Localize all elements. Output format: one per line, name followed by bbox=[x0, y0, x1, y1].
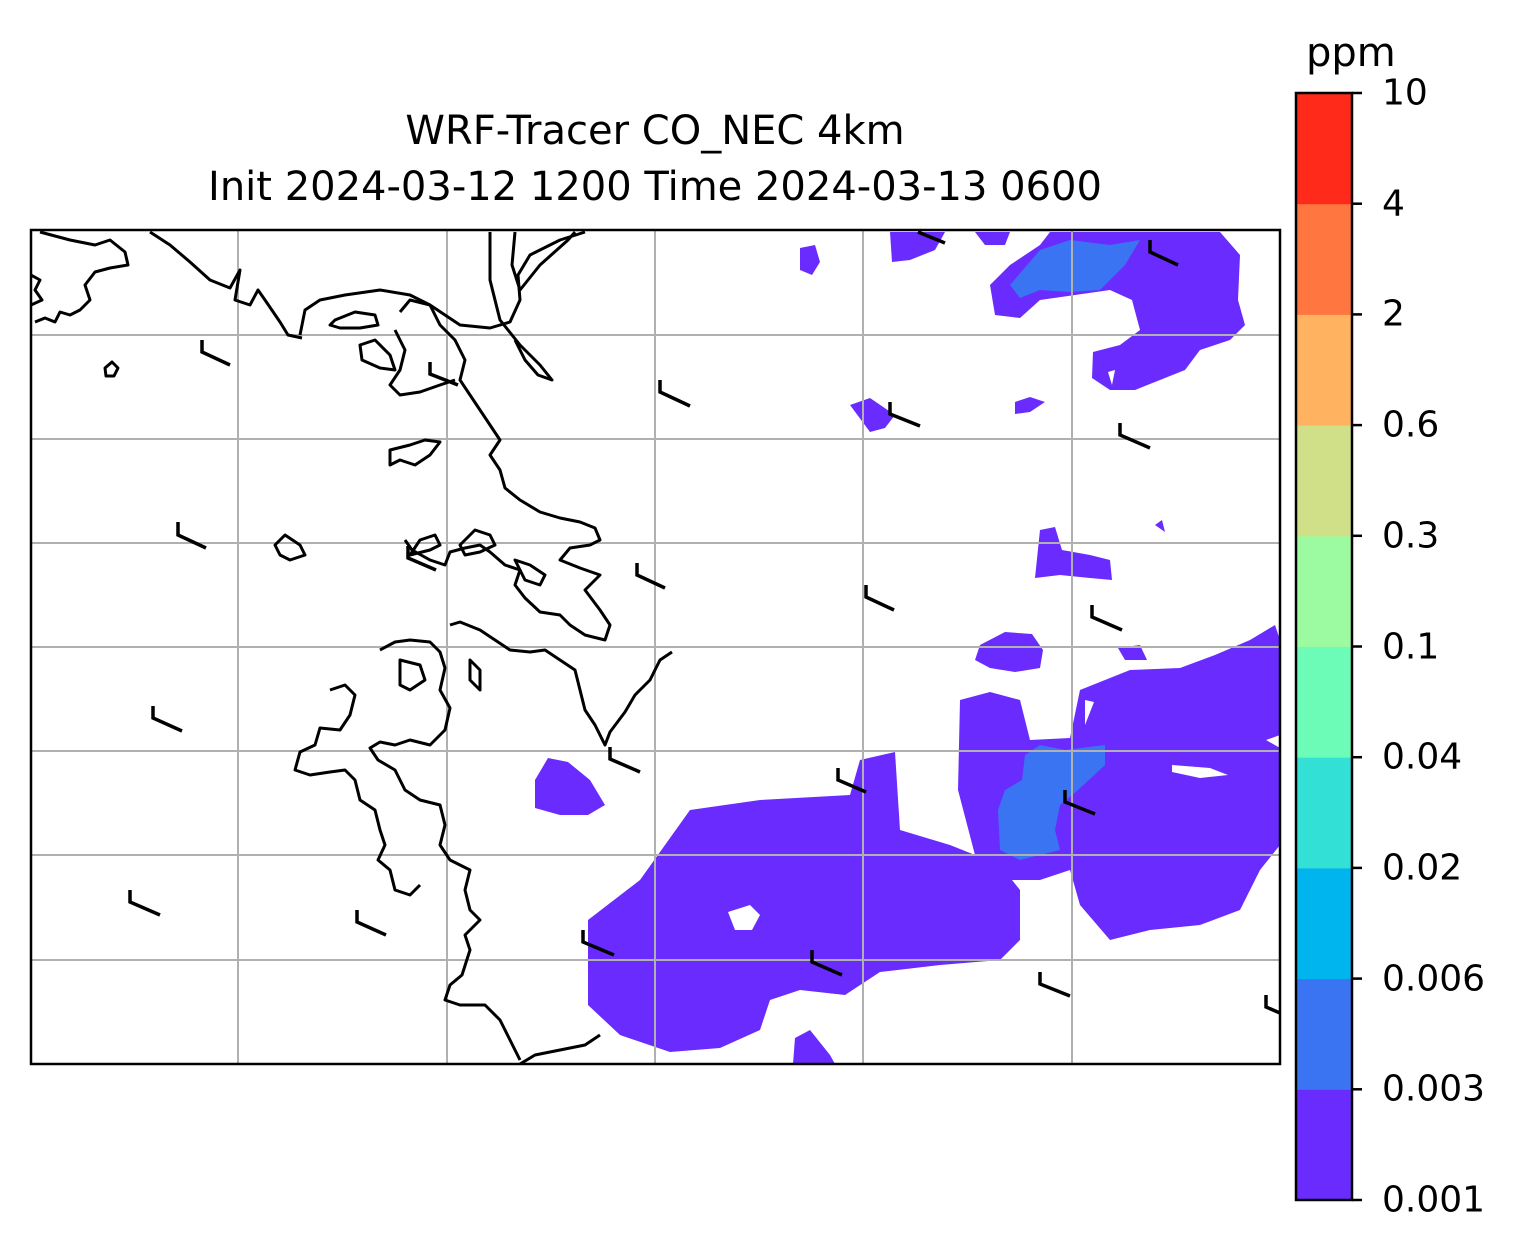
colorbar-tick-label: 2 bbox=[1382, 293, 1405, 335]
blob-mid-north bbox=[850, 398, 895, 432]
blob-center-east-b bbox=[975, 632, 1043, 672]
colorbar-band-8 bbox=[1296, 203, 1352, 315]
blob-center-east bbox=[1035, 527, 1112, 580]
colorbar-tick-label: 4 bbox=[1382, 183, 1405, 225]
plume-south-central bbox=[588, 752, 1020, 1052]
map-panel bbox=[31, 230, 1280, 1064]
colorbar-tick-label: 0.001 bbox=[1382, 1179, 1486, 1221]
colorbar-tick-label: 0.02 bbox=[1382, 847, 1463, 889]
colorbar-band-5 bbox=[1296, 535, 1352, 647]
blob-mid-north-b bbox=[1015, 397, 1045, 414]
blob-north-a bbox=[890, 232, 945, 262]
wind-barbs bbox=[128, 230, 1280, 1015]
blob-west-isolated bbox=[535, 758, 605, 815]
colorbar-band-0 bbox=[1296, 1089, 1352, 1201]
coast-south-peninsula bbox=[449, 620, 673, 747]
tracer-holes bbox=[728, 370, 1280, 930]
blob-tiny-east bbox=[1155, 520, 1165, 532]
plume-east bbox=[958, 625, 1280, 940]
colorbar-ticks bbox=[1352, 91, 1362, 1202]
blob-small-east bbox=[1118, 645, 1147, 660]
colorbar-tick-label: 0.006 bbox=[1382, 958, 1486, 1000]
colorbar-band-2 bbox=[1296, 867, 1352, 980]
colorbar-band-4 bbox=[1296, 646, 1352, 758]
colorbar-band-1 bbox=[1296, 978, 1352, 1090]
colorbar-tick-label: 0.04 bbox=[1382, 736, 1463, 778]
map-frame bbox=[29, 228, 1282, 1066]
coast-northwest bbox=[34, 230, 130, 324]
map-gridlines bbox=[31, 230, 1280, 1064]
blob-south-center bbox=[793, 1030, 835, 1064]
colorbar-band-6 bbox=[1296, 425, 1352, 537]
colorbar-tick-label: 10 bbox=[1382, 72, 1428, 114]
colorbar-tick-label: 0.1 bbox=[1382, 626, 1440, 667]
colorbar-bands bbox=[1296, 93, 1352, 1201]
coastlines bbox=[31, 230, 673, 1064]
map-title-line1: WRF-Tracer CO_NEC 4km bbox=[405, 108, 905, 154]
colorbar-band-3 bbox=[1296, 757, 1352, 869]
tracer-band-mid bbox=[998, 240, 1140, 860]
colorbar-band-9 bbox=[1296, 93, 1352, 205]
blob-north-b bbox=[975, 232, 1010, 245]
colorbar-tick-label: 0.3 bbox=[1382, 515, 1440, 557]
colorbar-tick-label: 0.003 bbox=[1382, 1068, 1486, 1110]
coast-north-mainland bbox=[149, 230, 303, 340]
colorbar-unit-label: ppm bbox=[1306, 30, 1396, 76]
blob-north-c bbox=[800, 245, 820, 275]
colorbar-tick-label: 0.6 bbox=[1382, 404, 1440, 446]
coast-peninsula bbox=[398, 298, 612, 642]
colorbar-band-7 bbox=[1296, 314, 1352, 426]
map-title-line2: Init 2024-03-12 1200 Time 2024-03-13 060… bbox=[208, 164, 1102, 210]
